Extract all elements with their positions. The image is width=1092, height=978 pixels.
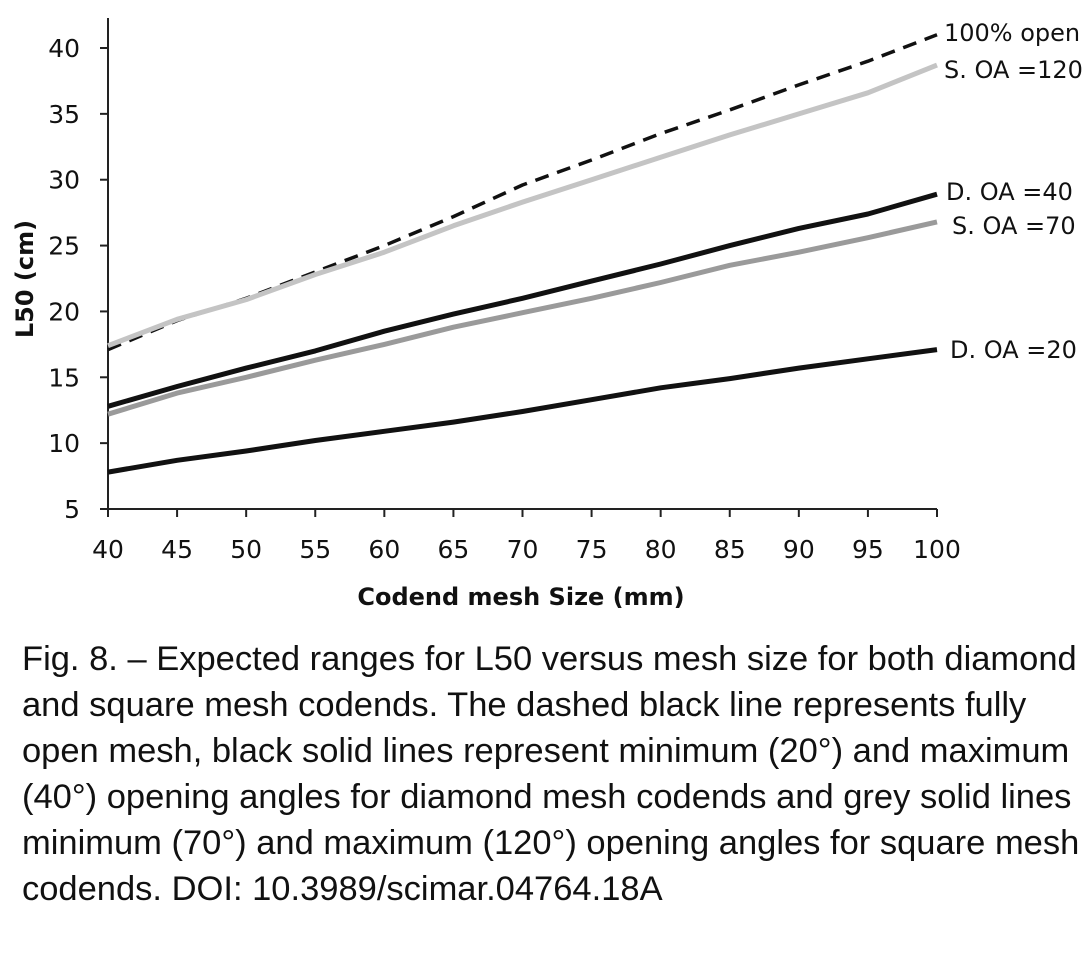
chart-series-labels: 100% open S. OA =120 D. OA =40 S. OA =70 D. … — [944, 19, 1083, 364]
x-tick-label: 45 — [161, 535, 193, 564]
y-tick-label: 5 — [64, 495, 80, 524]
x-axis-title: Codend mesh Size (mm) — [357, 583, 684, 611]
x-tick-label: 95 — [852, 535, 884, 564]
x-tick-label: 50 — [230, 535, 262, 564]
x-tick-label: 70 — [507, 535, 539, 564]
x-tick-label: 90 — [783, 535, 815, 564]
y-tick-label: 40 — [48, 34, 80, 63]
series-line-3 — [107, 219, 938, 417]
chart-series — [107, 33, 938, 475]
x-tick-label: 100 — [913, 535, 961, 564]
y-tick-label: 25 — [48, 232, 80, 261]
series-label-4: D. OA =20 — [950, 336, 1077, 364]
x-tick-label: 65 — [438, 535, 470, 564]
y-tick-label: 10 — [48, 429, 80, 458]
x-tick-label: 75 — [576, 535, 608, 564]
x-tick-label: 40 — [92, 535, 124, 564]
l50-line-chart: 40 45 50 55 60 65 70 75 80 85 90 95 100 5 10 15 20 25 30 35… — [11, 18, 1083, 611]
y-tick-label: 30 — [48, 166, 80, 195]
chart-ticks: 40 45 50 55 60 65 70 75 80 85 90 95 100 5 10 15 20 25 30 35… — [48, 34, 961, 564]
figure-caption: Fig. 8. – Expected ranges for L50 versus… — [22, 640, 1080, 908]
series-line-4 — [107, 347, 938, 475]
chart-axes — [107, 18, 937, 510]
x-tick-label: 55 — [299, 535, 331, 564]
y-axis-title: L50 (cm) — [11, 220, 39, 338]
series-line-2 — [107, 191, 938, 409]
series-label-3: S. OA =70 — [952, 212, 1076, 240]
series-line-1 — [107, 62, 938, 349]
series-label-2: D. OA =40 — [946, 178, 1073, 206]
series-label-0: 100% open — [944, 19, 1080, 47]
series-label-1: S. OA =120 — [944, 56, 1083, 84]
y-tick-label: 35 — [48, 100, 80, 129]
x-tick-label: 60 — [368, 535, 400, 564]
y-tick-label: 20 — [48, 297, 80, 326]
x-tick-label: 85 — [714, 535, 746, 564]
x-tick-label: 80 — [645, 535, 677, 564]
y-tick-label: 15 — [48, 363, 80, 392]
